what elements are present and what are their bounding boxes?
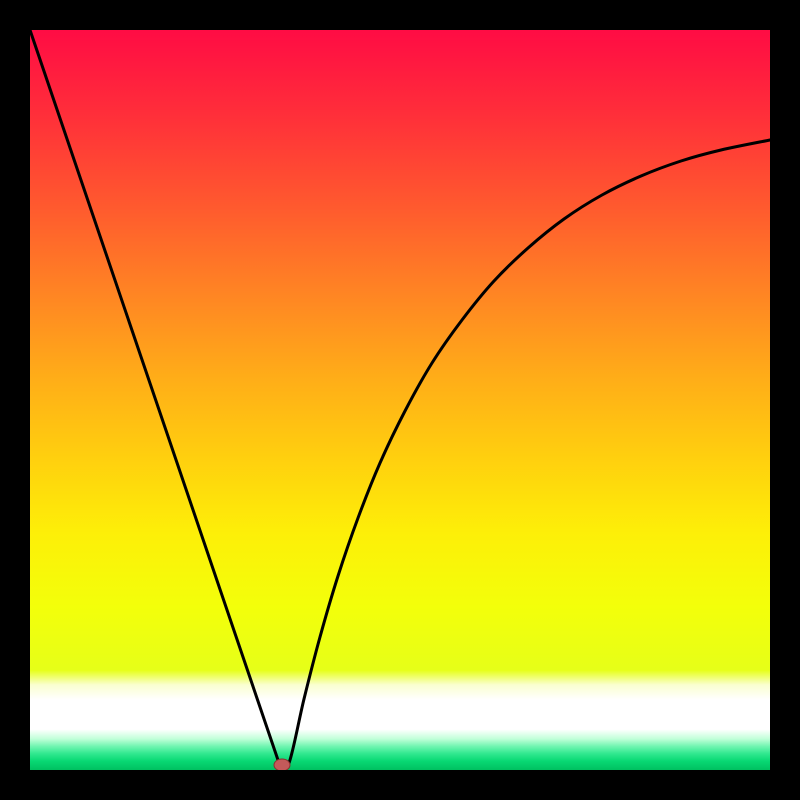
chart-container: TheBottleneck.com [0,0,800,800]
plot-background [30,30,770,770]
bottleneck-chart [0,0,800,800]
optimal-marker [274,759,290,771]
